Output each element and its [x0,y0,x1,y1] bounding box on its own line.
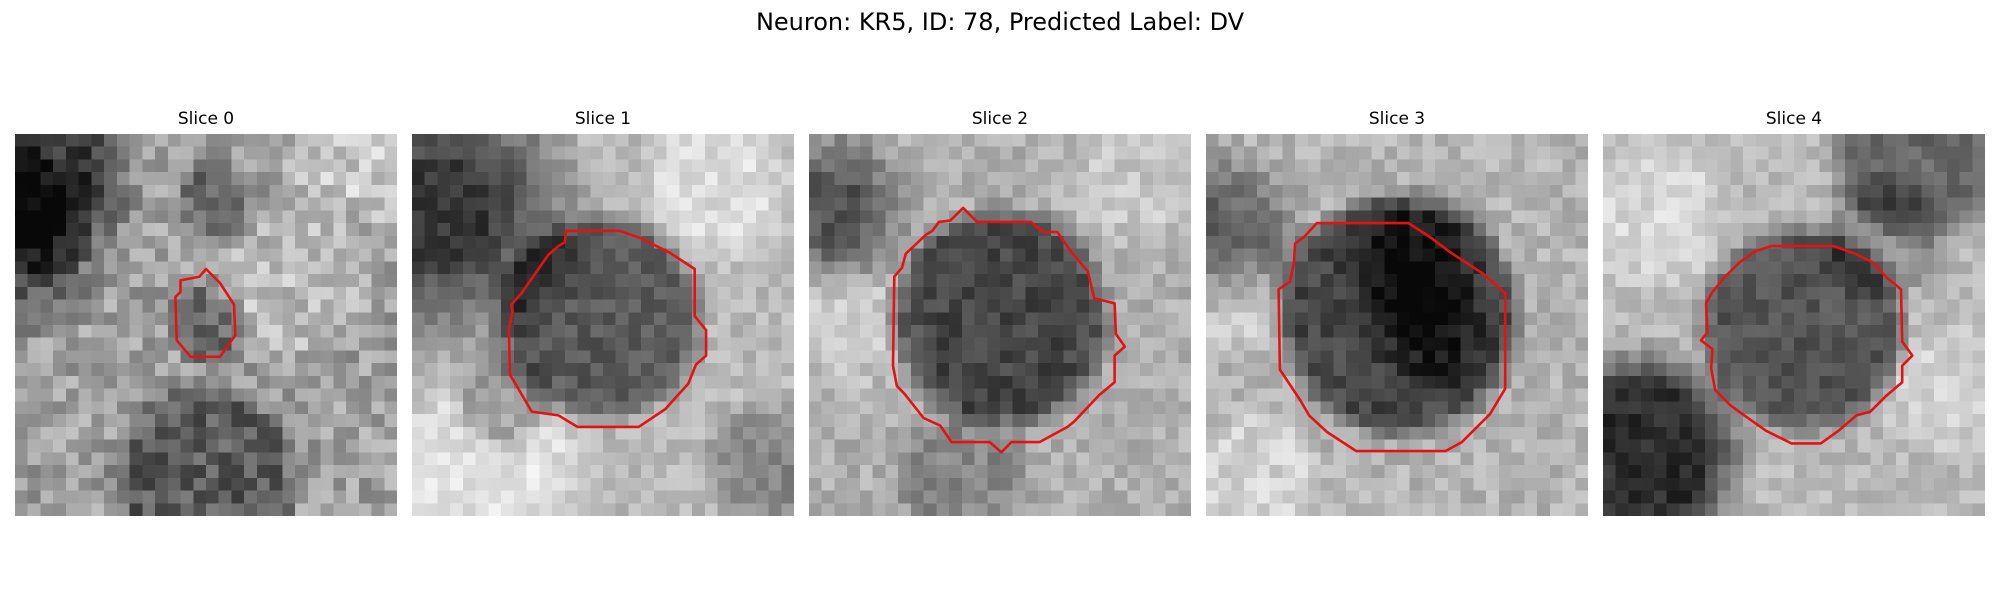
neuron-contour-line-1 [507,229,708,429]
neuron-contour-line-0 [174,267,237,359]
slice-image-1 [412,134,794,516]
neuron-contour-line-3 [1277,221,1507,453]
slice-title-2: Slice 2 [971,109,1029,129]
slice-title-1: Slice 1 [574,109,632,129]
slice-image-0 [15,134,397,516]
slice-title-0: Slice 0 [177,109,235,129]
neuron-contour-3 [1277,221,1507,453]
slice-panel-1: Slice 1 [412,108,794,518]
slice-panel-4: Slice 4 [1603,108,1985,518]
figure-title: Neuron: KR5, ID: 78, Predicted Label: DV [755,8,1245,36]
neuron-contour-0 [174,267,237,359]
slice-panel-2: Slice 2 [809,108,1191,518]
neuron-contour-1 [507,229,708,429]
neuron-contour-line-2 [891,206,1127,454]
slice-panel-0: Slice 0 [15,108,397,518]
neuron-contour-4 [1699,244,1914,445]
slice-panel-3: Slice 3 [1206,108,1588,518]
neuron-contour-2 [891,206,1127,454]
slice-image-4 [1603,134,1985,516]
slice-title-4: Slice 4 [1765,109,1823,129]
neuron-contour-line-4 [1699,244,1914,445]
slice-title-3: Slice 3 [1368,109,1426,129]
